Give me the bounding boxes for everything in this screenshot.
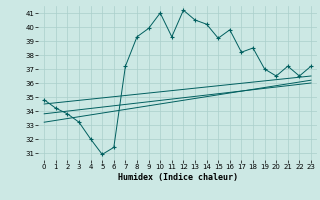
X-axis label: Humidex (Indice chaleur): Humidex (Indice chaleur) bbox=[118, 173, 238, 182]
